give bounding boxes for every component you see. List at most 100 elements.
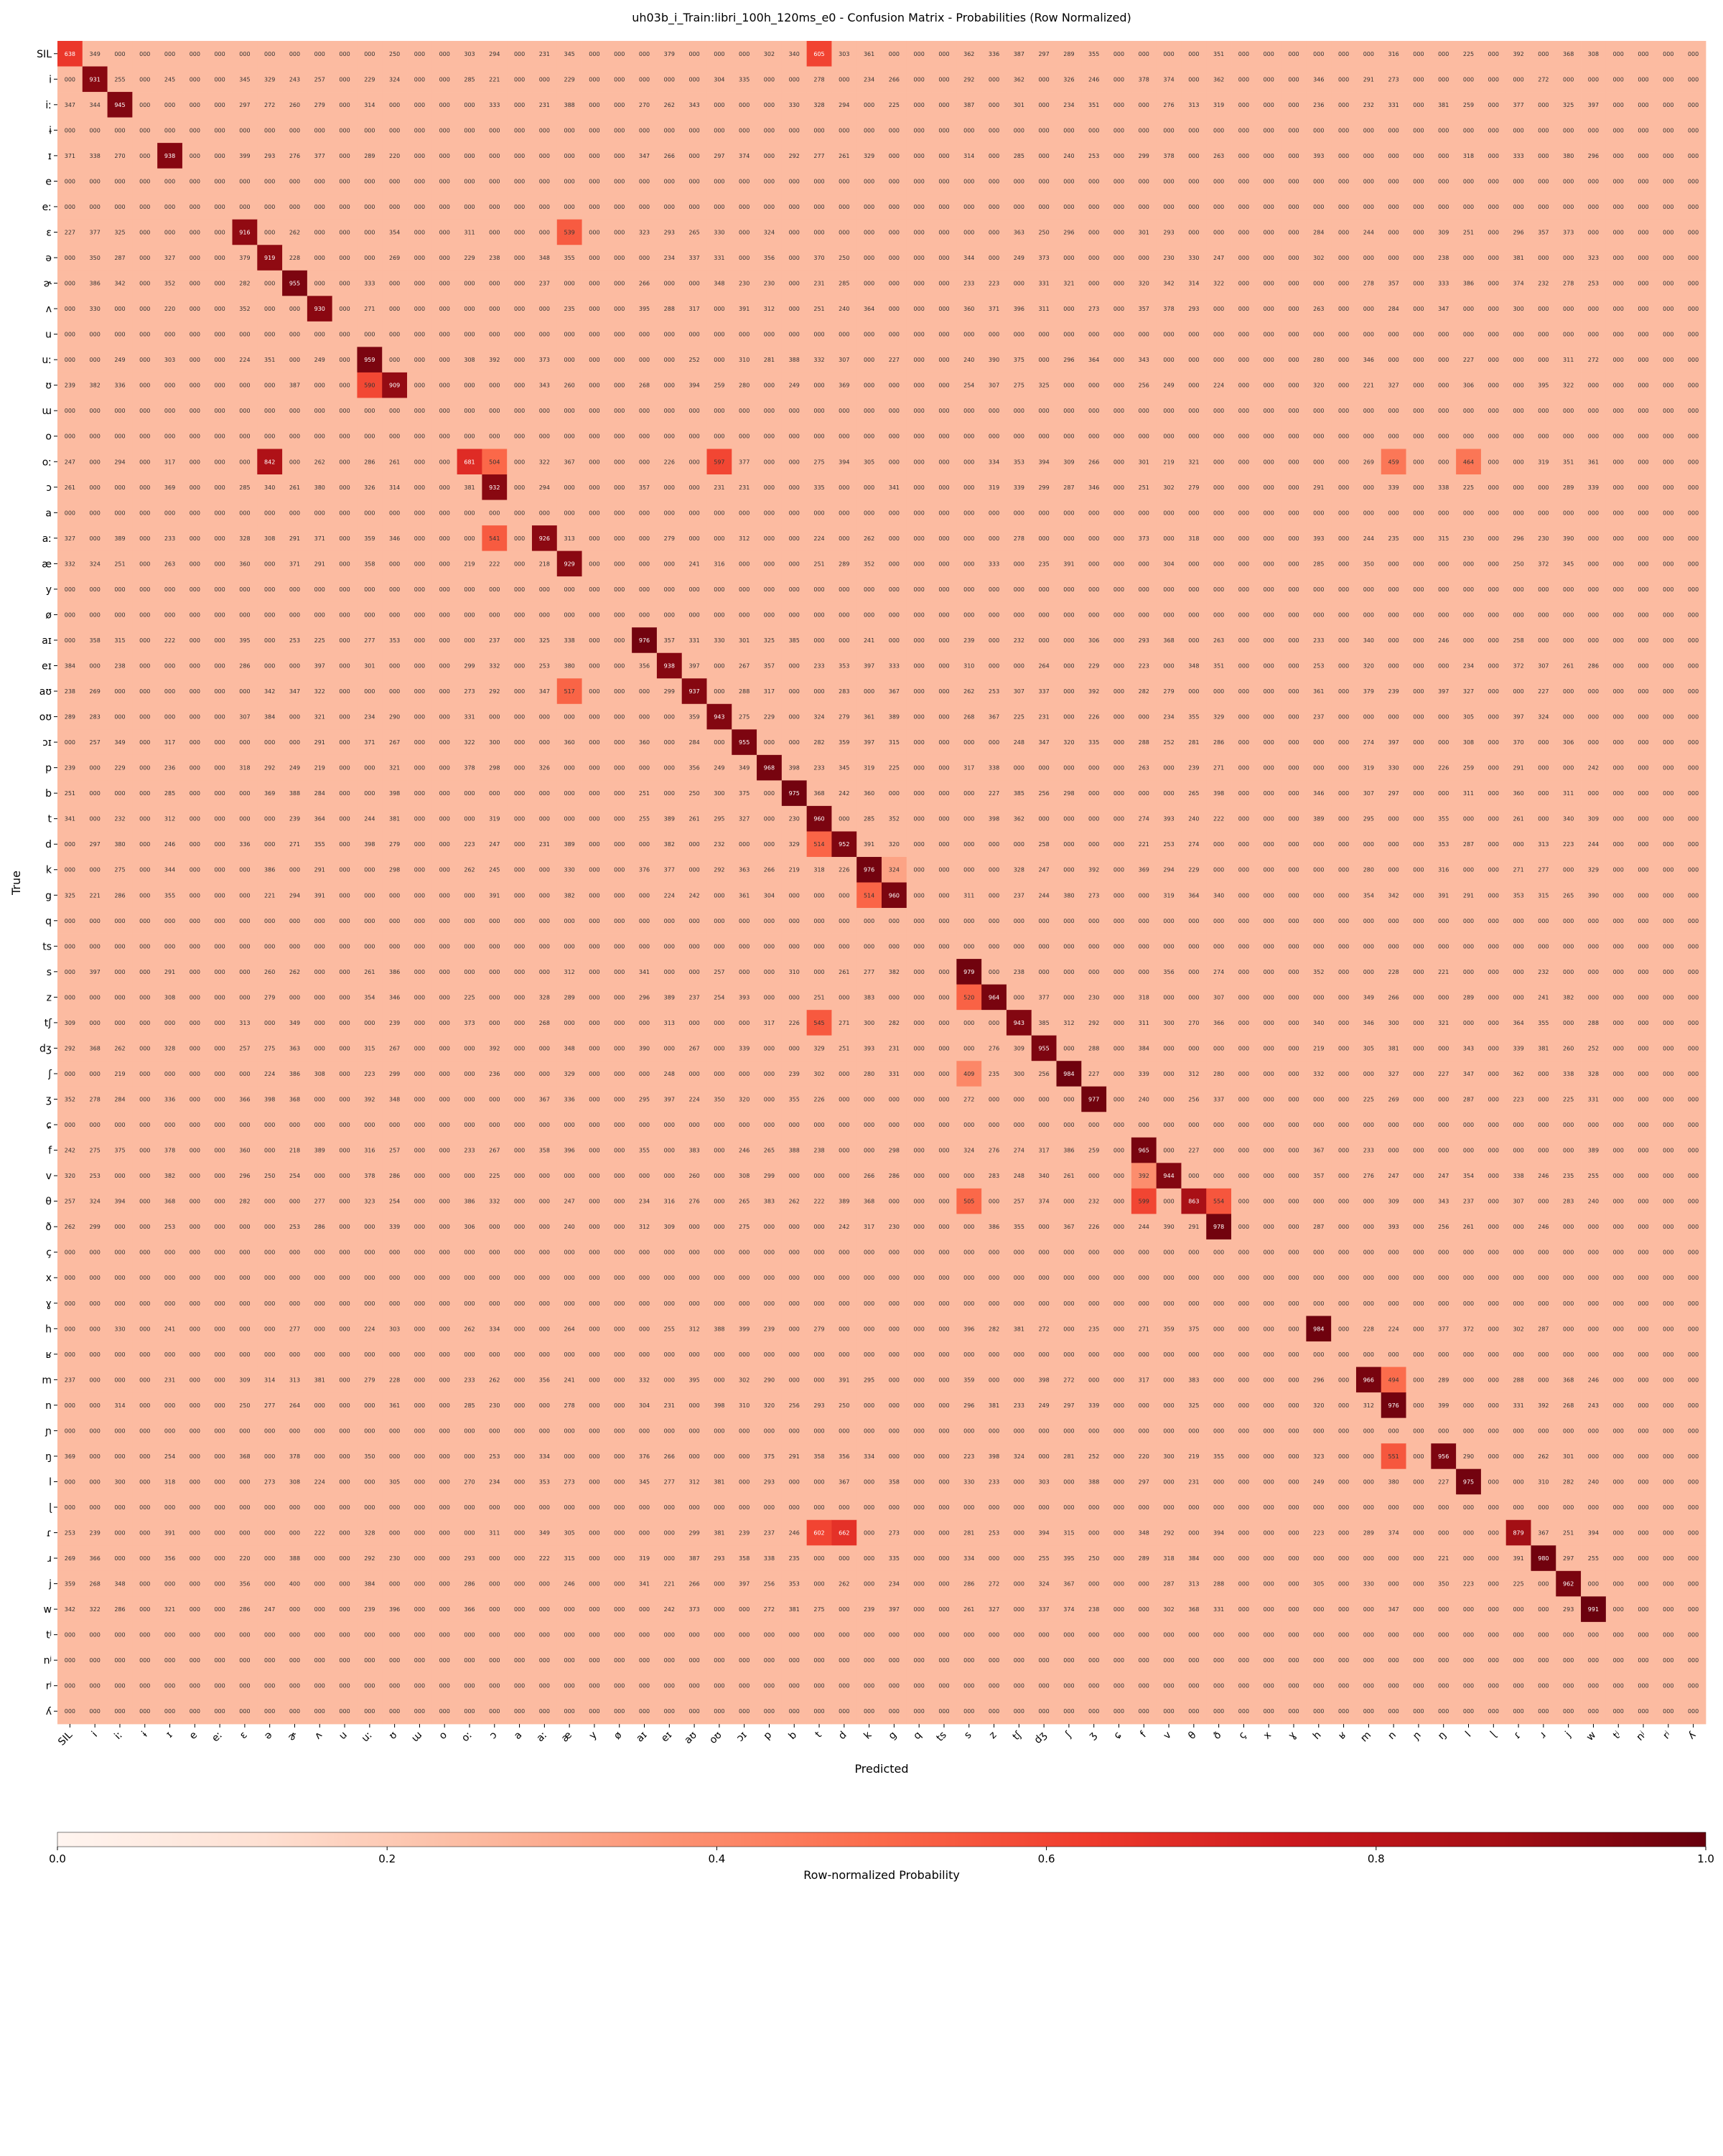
cell-value-label: 297 bbox=[714, 153, 724, 159]
cell-value-label: 000 bbox=[1513, 178, 1523, 184]
cell-value-label: 000 bbox=[464, 281, 475, 287]
heatmap-cell bbox=[1256, 41, 1282, 67]
cell-value-label: 000 bbox=[1063, 255, 1074, 261]
cell-value-label: 000 bbox=[514, 127, 525, 133]
cell-value-label: 000 bbox=[938, 102, 949, 108]
cell-value-label: 363 bbox=[1014, 229, 1024, 235]
cell-value-label: 000 bbox=[1613, 153, 1624, 159]
cell-value-label: 000 bbox=[1113, 102, 1124, 108]
heatmap-cell bbox=[882, 66, 907, 93]
cell-value-label: 302 bbox=[1313, 255, 1324, 261]
heatmap-cell bbox=[1355, 92, 1382, 118]
cell-value-label: 000 bbox=[264, 229, 275, 235]
cell-value-label: 000 bbox=[1363, 204, 1374, 210]
cell-value-label: 000 bbox=[439, 51, 450, 57]
cell-value-label: 000 bbox=[439, 76, 450, 83]
cell-value-label: 000 bbox=[1638, 76, 1648, 83]
cell-value-label: 374 bbox=[1163, 76, 1174, 83]
cell-value-label: 000 bbox=[1139, 178, 1149, 184]
cell-value-label: 344 bbox=[90, 102, 101, 108]
cell-value-label: 000 bbox=[190, 51, 200, 57]
heatmap-cell bbox=[632, 92, 658, 118]
heatmap-cell bbox=[906, 41, 932, 67]
cell-value-label: 000 bbox=[938, 51, 949, 57]
cell-value-label: 000 bbox=[1113, 178, 1124, 184]
heatmap-cell bbox=[1081, 66, 1107, 93]
cell-value-label: 000 bbox=[1038, 76, 1049, 83]
cell-value-label: 386 bbox=[90, 281, 101, 287]
cell-value-label: 270 bbox=[639, 102, 650, 108]
heatmap-cell bbox=[82, 41, 108, 67]
cell-value-label: 000 bbox=[764, 76, 775, 83]
cell-value-label: 000 bbox=[1688, 229, 1699, 235]
cell-value-label: 000 bbox=[1264, 102, 1274, 108]
heatmap-cell bbox=[1331, 66, 1357, 93]
cell-value-label: 342 bbox=[114, 281, 125, 287]
cell-value-label: 000 bbox=[364, 204, 375, 210]
heatmap-cell bbox=[507, 92, 533, 118]
cell-value-label: 000 bbox=[1413, 153, 1424, 159]
cell-value-label: 000 bbox=[1663, 127, 1673, 133]
heatmap-cell bbox=[107, 41, 133, 67]
cell-value-label: 350 bbox=[90, 255, 101, 261]
cell-value-label: 000 bbox=[1288, 255, 1299, 261]
heatmap-cell bbox=[931, 92, 957, 118]
cell-value-label: 000 bbox=[414, 229, 425, 235]
cell-value-label: 230 bbox=[739, 281, 750, 287]
heatmap-cell bbox=[382, 66, 408, 93]
cell-value-label: 000 bbox=[1488, 102, 1499, 108]
cell-value-label: 000 bbox=[264, 127, 275, 133]
cell-value-label: 393 bbox=[1313, 153, 1324, 159]
cell-value-label: 000 bbox=[539, 127, 550, 133]
cell-value-label: 308 bbox=[1588, 51, 1599, 57]
cell-value-label: 000 bbox=[114, 51, 125, 57]
cell-value-label: 323 bbox=[1588, 255, 1599, 261]
cell-value-label: 000 bbox=[414, 153, 425, 159]
cell-value-label: 321 bbox=[1063, 281, 1074, 287]
cell-value-label: 250 bbox=[389, 51, 400, 57]
cell-value-label: 309 bbox=[1438, 229, 1449, 235]
cell-value-label: 293 bbox=[664, 229, 675, 235]
cell-value-label: 000 bbox=[1638, 255, 1648, 261]
cell-value-label: 000 bbox=[1139, 127, 1149, 133]
cell-value-label: 000 bbox=[139, 76, 150, 83]
heatmap-cell bbox=[1031, 92, 1057, 118]
heatmap-cell bbox=[1006, 92, 1032, 118]
heatmap-cell bbox=[806, 41, 832, 67]
heatmap-cell bbox=[831, 66, 857, 93]
cell-value-label: 000 bbox=[289, 51, 300, 57]
cell-value-label: 313 bbox=[1188, 102, 1199, 108]
heatmap-cell bbox=[806, 92, 832, 118]
cell-value-label: 378 bbox=[1163, 153, 1174, 159]
cell-value-label: 333 bbox=[1513, 153, 1523, 159]
heatmap-cell bbox=[1431, 41, 1457, 67]
cell-value-label: 000 bbox=[264, 204, 275, 210]
cell-value-label: 000 bbox=[864, 204, 874, 210]
cell-value-label: 000 bbox=[1163, 127, 1174, 133]
cell-value-label: 000 bbox=[1163, 51, 1174, 57]
cell-value-label: 000 bbox=[439, 229, 450, 235]
cell-value-label: 263 bbox=[1213, 153, 1224, 159]
cell-value-label: 000 bbox=[539, 153, 550, 159]
cell-value-label: 000 bbox=[164, 178, 175, 184]
cell-value-label: 000 bbox=[1163, 178, 1174, 184]
cell-value-label: 000 bbox=[1388, 204, 1399, 210]
cell-value-label: 000 bbox=[614, 76, 625, 83]
heatmap-cell bbox=[856, 92, 882, 118]
cell-value-label: 000 bbox=[314, 51, 325, 57]
cell-value-label: 318 bbox=[1463, 153, 1474, 159]
cell-value-label: 000 bbox=[190, 153, 200, 159]
cell-value-label: 345 bbox=[239, 76, 250, 83]
cell-value-label: 000 bbox=[614, 127, 625, 133]
cell-value-label: 919 bbox=[264, 255, 275, 261]
cell-value-label: 292 bbox=[963, 76, 974, 83]
heatmap-cell bbox=[232, 41, 258, 67]
heatmap-cell bbox=[1231, 66, 1257, 93]
heatmap-cell bbox=[806, 66, 832, 93]
cell-value-label: 000 bbox=[789, 229, 800, 235]
cell-value-label: 250 bbox=[1038, 229, 1049, 235]
cell-value-label: 000 bbox=[264, 51, 275, 57]
cell-value-label: 000 bbox=[439, 281, 450, 287]
cell-value-label: 000 bbox=[889, 153, 900, 159]
cell-value-label: 000 bbox=[139, 229, 150, 235]
